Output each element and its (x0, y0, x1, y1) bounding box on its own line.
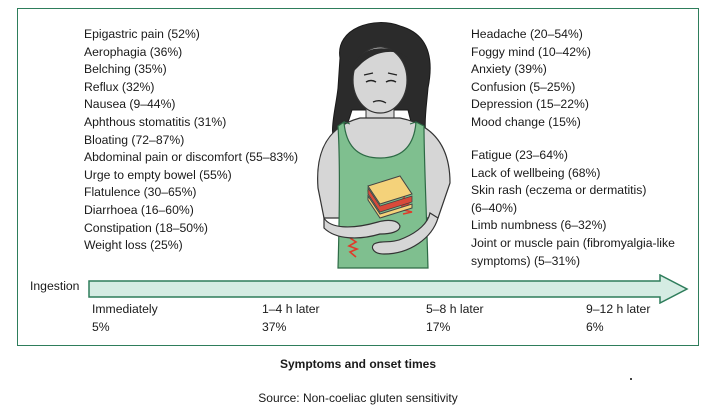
arm (371, 212, 439, 255)
symptom-item: Fatigue (23–64%) (471, 148, 568, 162)
face (352, 46, 408, 114)
sandwich-icon (366, 175, 413, 219)
symptom-item: Anxiety (39%) (471, 62, 547, 77)
arm (323, 215, 401, 239)
symptom-item: Diarrhoea (16–60%) (84, 202, 194, 217)
symptom-item: Joint or muscle pain (fibromyalgia-like (471, 235, 675, 250)
woman-illustration (317, 22, 451, 269)
onset-time: 1–4 h later (262, 302, 320, 316)
symptom-item: Weight loss (25%) (84, 238, 183, 253)
timeline-point: 1–4 h later 37% (262, 301, 320, 336)
pain-mark (347, 237, 360, 258)
symptom-item: Lack of wellbeing (68%) (471, 165, 601, 180)
timeline-arrow (88, 274, 689, 304)
symptom-item: Aerophagia (36%) (84, 44, 183, 59)
symptom-item: Bloating (72–87%) (84, 132, 185, 147)
symptom-item: Limb numbness (6–32%) (471, 218, 607, 233)
ingestion-label: Ingestion (30, 279, 80, 293)
symptom-item: Reflux (32%) (84, 79, 155, 94)
figure-caption: Symptoms and onset times (279, 357, 437, 371)
symptom-item: Belching (35%) (84, 62, 167, 77)
symptom-item: Abdominal pain or discomfort (55–83%) (84, 150, 299, 165)
source-line: Source: Non-coeliac gluten sensitivity (258, 391, 458, 405)
symptom-item: Headache (20–54%) (471, 27, 583, 41)
symptom-item: Flatulence (30–65%) (84, 185, 197, 200)
stray-dot (630, 378, 632, 380)
symptom-item: Constipation (18–50%) (84, 220, 208, 235)
onset-percent: 6% (586, 319, 604, 334)
onset-percent: 37% (262, 319, 287, 334)
symptom-item: Skin rash (eczema or dermatitis) (471, 183, 647, 198)
timeline-point: 5–8 h later 17% (426, 301, 484, 336)
symptom-item: Urge to empty bowel (55%) (84, 167, 232, 182)
symptom-item: Nausea (9–44%) (84, 97, 176, 112)
symptom-item: Confusion (5–25%) (471, 79, 576, 94)
right-symptom-list-lower: Fatigue (23–64%) Lack of wellbeing (68%)… (471, 147, 675, 270)
symptom-item: Mood change (15%) (471, 114, 581, 129)
onset-percent: 17% (426, 319, 451, 334)
onset-time: 5–8 h later (426, 302, 484, 316)
symptom-item: symptoms) (5–31%) (471, 253, 581, 268)
onset-percent: 5% (92, 319, 110, 334)
onset-time: Immediately (92, 302, 158, 316)
symptom-item: Epigastric pain (52%) (84, 27, 200, 41)
onset-time: 9–12 h later (586, 302, 651, 316)
symptom-item: (6–40%) (471, 200, 518, 215)
symptom-item: Aphthous stomatitis (31%) (84, 114, 227, 129)
right-symptom-list-upper: Headache (20–54%) Foggy mind (10–42%) An… (471, 26, 591, 132)
symptom-item: Depression (15–22%) (471, 97, 589, 112)
left-symptom-list: Epigastric pain (52%) Aerophagia (36%) B… (84, 26, 298, 255)
timeline-point: Immediately 5% (92, 301, 158, 336)
symptom-item: Foggy mind (10–42%) (471, 44, 591, 59)
timeline-point: 9–12 h later 6% (586, 301, 650, 336)
